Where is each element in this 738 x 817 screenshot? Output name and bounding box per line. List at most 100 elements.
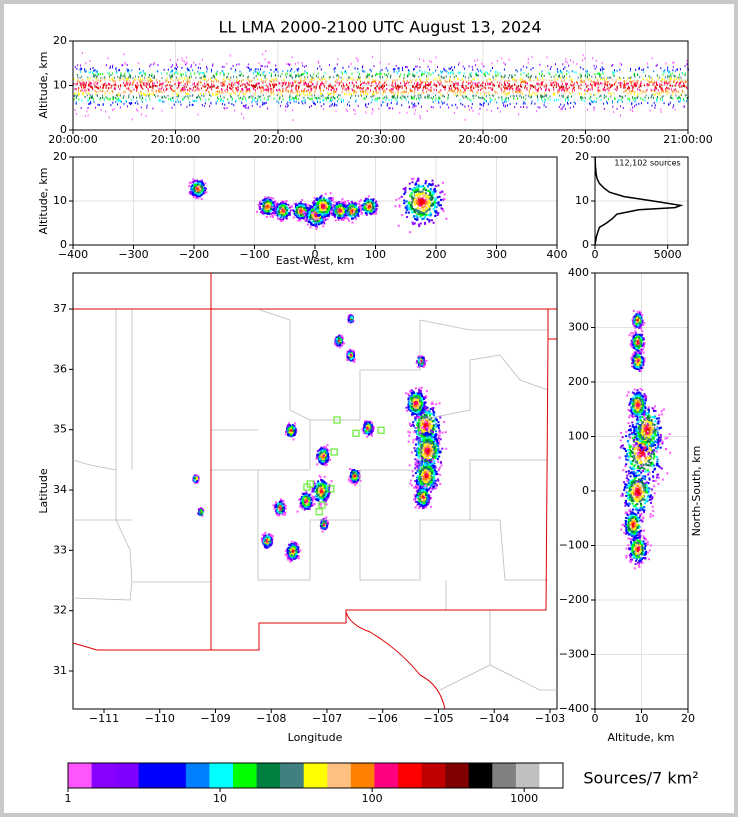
source-dot bbox=[610, 86, 611, 89]
source-dot bbox=[266, 200, 269, 203]
source-dot bbox=[190, 88, 192, 90]
source-dot bbox=[634, 74, 636, 77]
source-dot bbox=[593, 109, 595, 112]
source-dot bbox=[582, 68, 584, 71]
source-dot bbox=[409, 105, 411, 108]
source-dot bbox=[132, 81, 134, 84]
source-dot bbox=[449, 80, 451, 83]
source-dot bbox=[321, 76, 323, 79]
source-dot bbox=[203, 92, 204, 95]
source-dot bbox=[562, 63, 564, 66]
source-dot bbox=[414, 92, 416, 94]
source-dot bbox=[633, 93, 635, 96]
source-dot bbox=[286, 209, 289, 212]
source-dot bbox=[614, 70, 616, 73]
source-dot bbox=[109, 97, 111, 100]
source-dot bbox=[228, 101, 230, 104]
source-dot bbox=[679, 79, 681, 82]
source-dot bbox=[507, 87, 509, 90]
source-dot bbox=[314, 97, 316, 100]
source-dot bbox=[336, 87, 337, 90]
x-axis-label: East-West, km bbox=[276, 254, 354, 267]
source-dot bbox=[222, 71, 224, 74]
source-dot bbox=[201, 104, 203, 107]
source-dot bbox=[584, 89, 586, 92]
source-dot bbox=[656, 87, 657, 90]
source-dot bbox=[392, 88, 394, 91]
source-dot bbox=[505, 87, 507, 89]
source-dot bbox=[510, 86, 512, 89]
source-dot bbox=[310, 223, 312, 226]
source-dot bbox=[173, 72, 175, 75]
source-dot bbox=[120, 74, 122, 77]
source-dot bbox=[493, 84, 495, 87]
source-dot bbox=[631, 102, 633, 105]
source-dot bbox=[440, 93, 442, 96]
source-dot bbox=[660, 108, 662, 111]
source-dot bbox=[653, 82, 655, 85]
source-dot bbox=[289, 82, 291, 85]
source-dot bbox=[90, 100, 91, 103]
source-dot bbox=[199, 76, 201, 79]
source-dot bbox=[559, 69, 561, 72]
source-dot bbox=[375, 98, 377, 101]
source-dot bbox=[555, 86, 557, 89]
source-dot bbox=[352, 79, 354, 82]
source-dot bbox=[309, 90, 311, 93]
source-dot bbox=[243, 83, 245, 86]
source-dot bbox=[522, 92, 524, 95]
source-dot bbox=[438, 74, 440, 77]
source-dot bbox=[100, 109, 102, 111]
source-dot bbox=[521, 81, 523, 83]
source-dot bbox=[236, 87, 238, 90]
source-dot bbox=[267, 61, 269, 64]
source-dot bbox=[329, 201, 332, 203]
source-dot bbox=[651, 90, 653, 93]
source-dot bbox=[338, 83, 340, 86]
source-dot bbox=[275, 83, 277, 86]
source-dot bbox=[250, 95, 252, 98]
source-dot bbox=[301, 199, 304, 201]
source-dot bbox=[348, 86, 349, 89]
source-dot bbox=[550, 83, 552, 86]
source-dot bbox=[665, 62, 667, 65]
source-dot bbox=[485, 82, 486, 85]
source-dot bbox=[667, 75, 669, 78]
source-dot bbox=[157, 64, 159, 67]
source-dot bbox=[477, 78, 479, 81]
source-dot bbox=[107, 71, 109, 74]
source-dot bbox=[639, 76, 641, 79]
source-dot bbox=[84, 89, 86, 92]
source-dot bbox=[279, 218, 282, 221]
source-dot bbox=[439, 106, 441, 109]
source-dot bbox=[224, 107, 226, 110]
source-dot bbox=[239, 93, 240, 96]
source-dot bbox=[323, 103, 325, 106]
source-dot bbox=[128, 102, 130, 105]
source-dot bbox=[367, 75, 369, 78]
source-dot bbox=[603, 107, 605, 110]
source-dot bbox=[650, 88, 652, 91]
source-dot bbox=[401, 97, 403, 100]
source-dot bbox=[122, 75, 124, 78]
source-dot bbox=[555, 99, 557, 101]
source-dot bbox=[194, 89, 196, 92]
source-dot bbox=[597, 86, 599, 89]
source-dot bbox=[95, 86, 97, 89]
source-dot bbox=[542, 99, 544, 102]
source-dot bbox=[539, 106, 541, 109]
source-dot bbox=[341, 85, 343, 88]
source-dot bbox=[337, 58, 339, 61]
source-dot bbox=[289, 74, 291, 77]
source-dot bbox=[74, 66, 76, 68]
source-dot bbox=[211, 83, 213, 85]
source-dot bbox=[192, 82, 194, 85]
source-dot bbox=[396, 96, 398, 99]
source-dot bbox=[297, 206, 300, 209]
source-dot bbox=[123, 79, 125, 82]
source-dot bbox=[668, 103, 669, 106]
source-dot bbox=[344, 88, 346, 91]
source-dot bbox=[202, 77, 204, 80]
source-dot bbox=[336, 79, 338, 82]
source-dot bbox=[636, 97, 638, 99]
